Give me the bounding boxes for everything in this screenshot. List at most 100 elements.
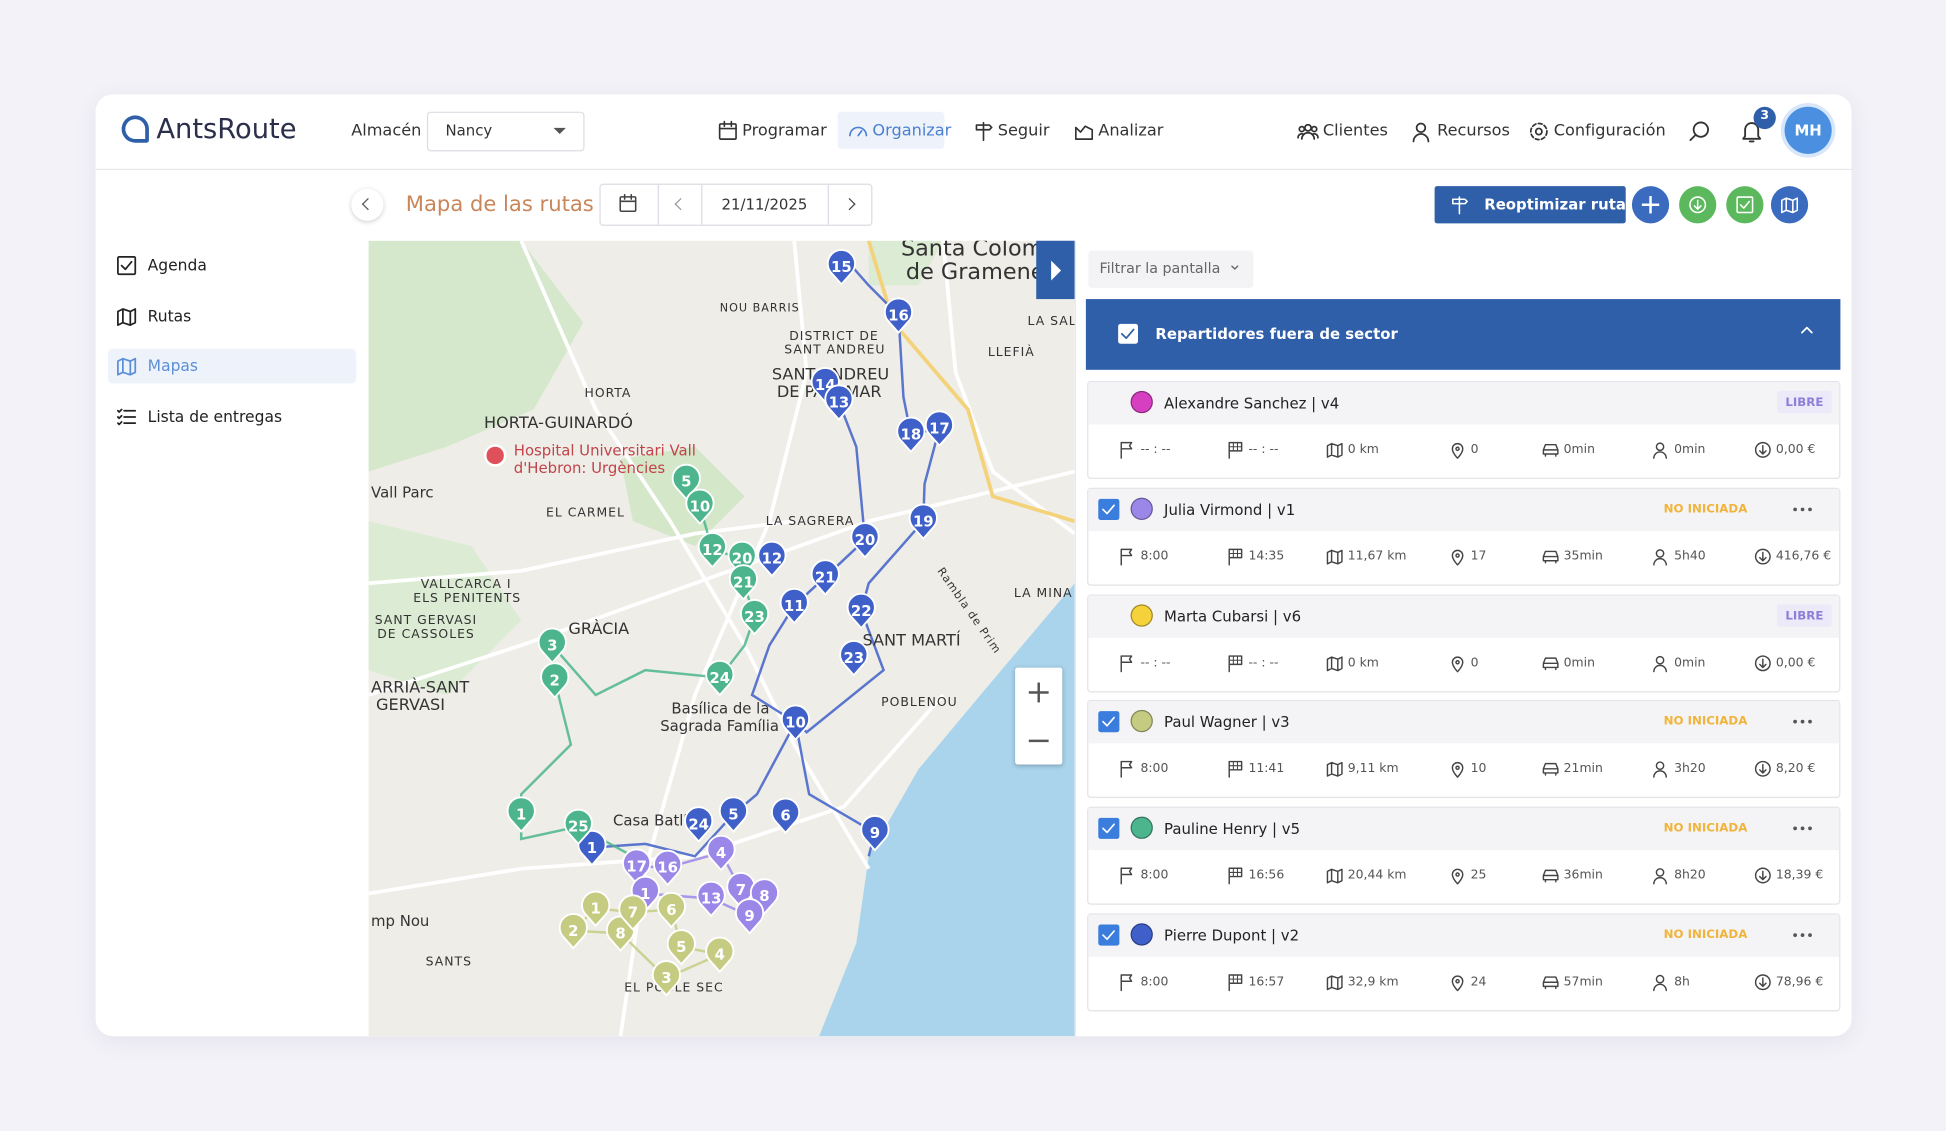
map-label: mp Nou (371, 912, 429, 930)
mail-icon (1780, 195, 1800, 215)
nav-icon (1528, 120, 1550, 142)
stop-number: 2 (568, 922, 578, 940)
stat-end: 16:57 (1248, 977, 1284, 989)
menu-dot (1801, 507, 1805, 511)
stat-distance: 9,11 km (1348, 764, 1399, 776)
nav-item[interactable]: Seguir (998, 123, 1050, 139)
nav-item[interactable]: Configuración (1554, 123, 1666, 139)
stat-icon (1541, 866, 1560, 885)
panel-divider (1075, 241, 1076, 1036)
map-label: EL CARMEL (546, 504, 625, 519)
nav-icon (717, 120, 738, 141)
stop-number: 4 (716, 844, 726, 862)
stat-icon (1541, 547, 1560, 566)
driver-name: Marta Cubarsi | v6 (1164, 609, 1301, 624)
stat-icon (1541, 654, 1560, 673)
stop-number: 5 (728, 805, 738, 823)
stop-number: 7 (628, 903, 638, 921)
stat-cost: 0,00 € (1776, 657, 1815, 669)
driver-menu[interactable] (1787, 921, 1814, 941)
stat-drive: 0min (1564, 657, 1595, 669)
stat-icon (1448, 866, 1467, 885)
check-icon (1098, 499, 1119, 520)
driver-color (1131, 604, 1153, 626)
driver-status: NO INICIADA (1613, 823, 1747, 835)
check-icon (1098, 712, 1119, 733)
toggle-arrow (1051, 261, 1061, 281)
stop-number: 10 (690, 498, 711, 516)
driver-menu[interactable] (1787, 495, 1814, 515)
stat-icon (1226, 547, 1245, 566)
nav-item[interactable]: Clientes (1323, 123, 1388, 139)
nav-item[interactable]: Analizar (1098, 123, 1163, 139)
date-divider (828, 185, 829, 225)
nav-item[interactable]: Recursos (1437, 123, 1510, 139)
stop-number: 24 (688, 815, 709, 833)
stat-icon (1541, 441, 1560, 460)
driver-color (1131, 391, 1153, 413)
stat-icon (1652, 760, 1671, 779)
header-divider (96, 169, 1852, 170)
driver-menu[interactable] (1787, 708, 1814, 728)
stat-cost: 78,96 € (1776, 977, 1823, 989)
nav-icon (973, 120, 994, 141)
driver-status: NO INICIADA (1613, 504, 1747, 516)
nav-icon (1073, 120, 1094, 141)
stop-number: 16 (888, 306, 909, 324)
stop-number: 23 (744, 608, 765, 626)
map-label: GERVASI (376, 695, 445, 714)
zoom-out (1029, 740, 1049, 742)
stat-icon (1226, 866, 1245, 885)
stat-distance: 0 km (1348, 444, 1379, 456)
stop-number: 1 (516, 805, 526, 823)
stat-icon (1652, 547, 1671, 566)
nav-icon (1297, 120, 1319, 142)
stat-stops: 17 (1471, 551, 1487, 563)
stat-icon (1226, 760, 1245, 779)
sidebar-item[interactable]: Mapas (148, 359, 198, 375)
stat-stops: 0 (1471, 657, 1479, 669)
menu-dot (1793, 507, 1797, 511)
stat-distance: 20,44 km (1348, 870, 1407, 882)
menu-dot (1808, 933, 1812, 937)
stat-icon (1118, 973, 1137, 992)
page-title: Mapa de las rutas (406, 195, 594, 216)
stat-work: 0min (1674, 657, 1705, 669)
route-map[interactable]: Santa Colomde GrameneNOU BARRISDISTRICT … (369, 241, 1075, 1036)
stop-number: 21 (815, 568, 836, 586)
logo: AntsRoute (156, 117, 296, 144)
group-title: Repartidores fuera de sector (1155, 326, 1397, 341)
stat-cost: 416,76 € (1776, 551, 1831, 563)
stat-icon (1754, 866, 1773, 885)
stat-start: 8:00 (1140, 870, 1168, 882)
stat-icon (1118, 760, 1137, 779)
stat-stops: 25 (1471, 870, 1487, 882)
sidebar-item[interactable]: Agenda (148, 258, 207, 274)
stat-work: 3h20 (1674, 764, 1706, 776)
sidebar-icon (115, 355, 137, 377)
stat-end: 16:56 (1248, 870, 1284, 882)
nav-item[interactable]: Programar (742, 123, 827, 139)
stop-number: 16 (657, 859, 678, 877)
nav-item[interactable]: Organizar (872, 123, 951, 139)
stop-number: 15 (831, 258, 852, 276)
select-caret (553, 128, 565, 134)
stat-icon (1448, 760, 1467, 779)
stat-start: 8:00 (1140, 764, 1168, 776)
stat-icon (1754, 760, 1773, 779)
stop-number: 17 (626, 857, 647, 875)
stat-cost: 18,39 € (1776, 870, 1823, 882)
stat-distance: 0 km (1348, 657, 1379, 669)
sidebar-item[interactable]: Rutas (148, 308, 192, 324)
menu-dot (1793, 933, 1797, 937)
stop-number: 22 (851, 602, 872, 620)
nav-icon (848, 120, 869, 141)
sidebar-item[interactable]: Lista de entregas (148, 409, 282, 425)
menu-dot (1801, 933, 1805, 937)
search-icon (1688, 119, 1712, 143)
stop-number: 6 (666, 901, 676, 919)
map-label: LLEFIÀ (988, 344, 1035, 359)
map-label: Sagrada Família (660, 717, 779, 735)
driver-menu[interactable] (1787, 814, 1814, 834)
